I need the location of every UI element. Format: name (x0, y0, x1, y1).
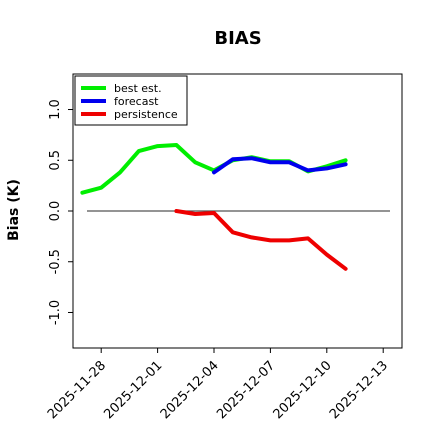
y-tick-label: 0.5 (48, 150, 63, 171)
y-tick-label: -1.0 (48, 300, 63, 325)
x-tick-label: 2025-12-07 (214, 358, 278, 422)
y-tick-label: 0.0 (48, 201, 63, 222)
x-tick-label: 2025-11-28 (45, 358, 109, 422)
legend: best est. forecast persistence (74, 75, 188, 126)
legend-label-best-est: best est. (114, 82, 162, 95)
y-tick-label: 1.0 (48, 99, 63, 120)
y-axis-label: Bias (K) (6, 179, 22, 241)
y-tick-label: -0.5 (48, 249, 63, 274)
chart-title: BIAS (214, 28, 261, 49)
x-tick-label: 2025-12-10 (271, 358, 335, 422)
x-tick-label: 2025-12-04 (158, 358, 222, 422)
y-ticks: -1.0 -0.5 0.0 0.5 1.0 (48, 99, 73, 325)
x-tick-label: 2025-12-01 (101, 358, 165, 422)
legend-label-persistence: persistence (114, 108, 178, 121)
series-line-persistence (174, 209, 348, 271)
legend-label-forecast: forecast (114, 95, 159, 108)
series-lines (80, 143, 348, 271)
x-tick-label: 2025-12-13 (327, 358, 391, 422)
x-ticks: 2025-11-282025-12-012025-12-042025-12-07… (45, 348, 391, 422)
series-line-forecast (212, 156, 348, 175)
